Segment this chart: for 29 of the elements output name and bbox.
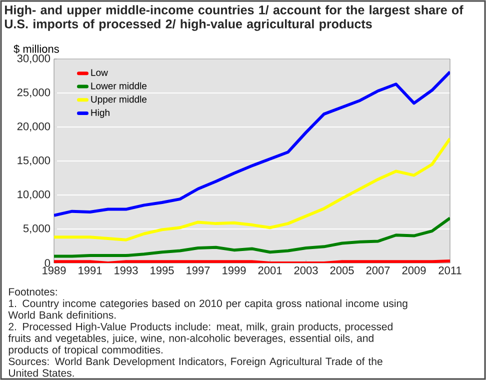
text: 2. Processed High-Value Products include: meat, milk, grain products, processed fruits and vegetables, juice, wine, non-alcoholic beverages, essential oils, and products of tropical commodities. bbox=[8, 322, 392, 356]
legend-label: Low bbox=[91, 69, 108, 76]
x-tick-label: 2003 bbox=[294, 266, 318, 274]
text: Footnotes: bbox=[9, 288, 57, 296]
x-tick-label: 2009 bbox=[402, 266, 426, 274]
y-tick-label: 5,000 bbox=[23, 224, 50, 234]
y-tick-label: 20,000 bbox=[17, 122, 50, 132]
x-tick-label: 1991 bbox=[78, 266, 102, 274]
legend-label: Upper middle bbox=[91, 96, 147, 105]
x-tick-label: 2011 bbox=[438, 266, 462, 274]
legend-label: High bbox=[91, 109, 110, 118]
x-tick-label: 1989 bbox=[42, 266, 66, 274]
x-tick-label: 1999 bbox=[222, 266, 246, 274]
y-tick-label: 30,000 bbox=[17, 54, 50, 64]
x-tick-label: 1993 bbox=[114, 266, 138, 274]
x-tick-label: 1995 bbox=[150, 266, 174, 274]
y-tick-label: 25,000 bbox=[17, 88, 50, 98]
text: 1. Country income categories based on 2010 per capita gross national income using World Bank definitions. bbox=[8, 299, 408, 319]
x-tick-label: 1997 bbox=[186, 266, 210, 274]
y-tick-label: 0 bbox=[44, 259, 50, 267]
x-tick-label: 2007 bbox=[366, 266, 390, 274]
chart-title: High- and upper middle-income countries 1/ account for the largest share of U.S. imports of processed 2/ high-value agricultural products bbox=[4, 5, 464, 31]
y-axis-title: $ millions bbox=[14, 44, 59, 54]
x-tick-label: 2001 bbox=[258, 266, 282, 274]
y-tick-label: 10,000 bbox=[18, 190, 50, 200]
y-tick-label: 15,000 bbox=[18, 156, 50, 166]
legend-label: Lower middle bbox=[91, 82, 147, 90]
source-note: Sources: World Bank Development Indicators, Foreign Agricultural Trade of the United States. bbox=[8, 357, 382, 377]
x-tick-label: 2005 bbox=[330, 266, 354, 274]
